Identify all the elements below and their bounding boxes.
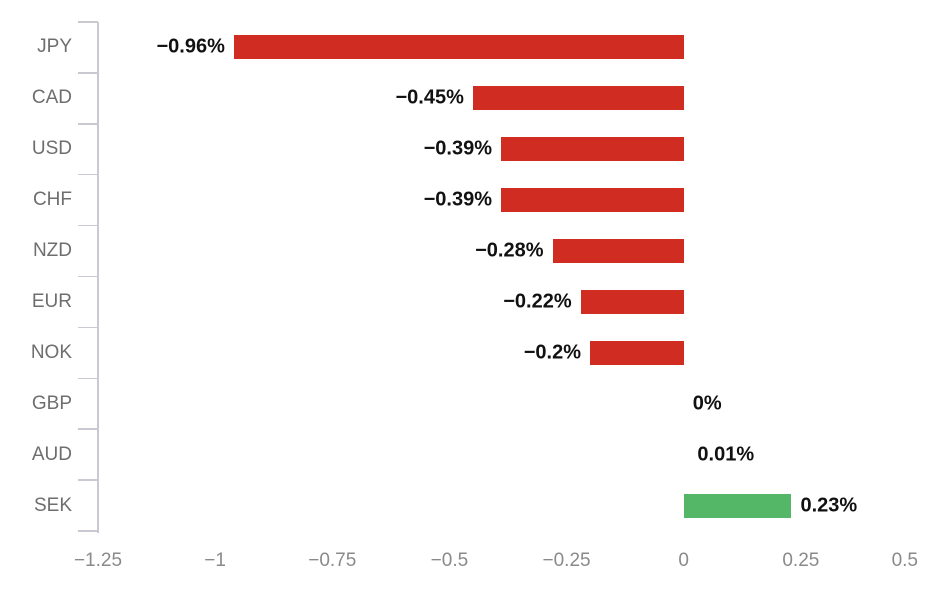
bar-chf (500, 188, 684, 213)
y-axis-tick (78, 428, 98, 430)
bar-cad (472, 86, 684, 111)
y-axis-label-nok: NOK (30, 341, 72, 363)
y-axis-label-aud: AUD (31, 443, 72, 465)
data-label-chf: −0.39% (423, 188, 492, 211)
x-axis-tick-label: −1.25 (73, 550, 123, 571)
x-axis-tick-label: 0.25 (782, 550, 820, 571)
y-axis-tick (78, 123, 98, 125)
data-label-gbp: 0% (692, 392, 722, 415)
y-axis-tick (78, 326, 98, 329)
x-axis-tick-label: −1 (204, 550, 226, 571)
data-label-nzd: −0.28% (475, 239, 544, 262)
bar-sek (683, 493, 792, 518)
x-axis-tick-label: −0.25 (542, 550, 591, 571)
data-label-jpy: −0.96% (156, 35, 225, 58)
x-axis-tick-label: −0.5 (430, 550, 469, 571)
data-label-usd: −0.39% (423, 137, 492, 160)
data-label-cad: −0.45% (395, 86, 464, 109)
data-label-sek: 0.23% (800, 494, 858, 517)
y-axis-tick (78, 479, 98, 481)
y-axis-label-jpy: JPY (37, 36, 72, 58)
data-label-eur: −0.22% (503, 290, 572, 313)
bar-nzd (552, 239, 684, 264)
y-axis-label-sek: SEK (33, 494, 72, 516)
x-axis-tick-label: 0 (678, 550, 689, 571)
y-axis-tick (78, 21, 98, 23)
x-axis-tick-label: 0.5 (891, 550, 918, 571)
y-axis-label-gbp: GBP (31, 392, 72, 414)
bar-nok (590, 340, 684, 365)
data-label-aud: 0.01% (697, 443, 755, 466)
y-axis-label-eur: EUR (31, 290, 72, 312)
y-axis-line (97, 22, 99, 533)
y-axis-tick (78, 530, 98, 532)
y-axis-label-nzd: NZD (32, 240, 72, 262)
bar-jpy (233, 35, 684, 60)
y-axis-tick (78, 377, 98, 380)
y-axis-tick (78, 173, 98, 176)
y-axis-label-chf: CHF (32, 189, 72, 211)
x-axis-tick-label: −0.75 (308, 550, 357, 571)
y-axis-tick (78, 72, 98, 74)
bar-eur (580, 289, 684, 314)
y-axis-label-cad: CAD (31, 87, 72, 109)
y-axis-tick (78, 224, 98, 227)
bar-usd (500, 137, 684, 162)
y-axis-tick (78, 275, 98, 278)
y-axis-label-usd: USD (31, 138, 72, 160)
data-label-nok: −0.2% (523, 341, 581, 364)
